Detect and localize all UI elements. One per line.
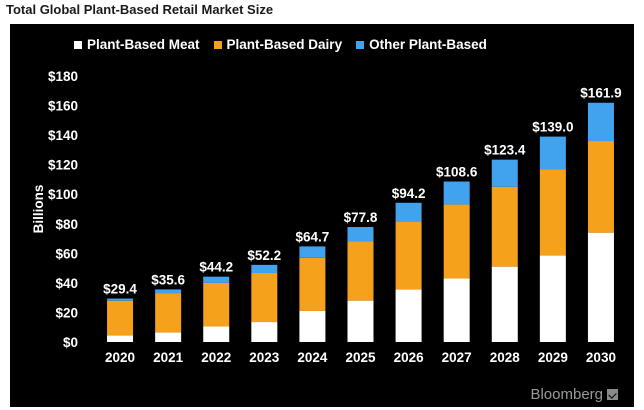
- bar-segment-meat: [347, 300, 374, 342]
- x-tick-label: 2026: [394, 350, 425, 365]
- y-tick-label: $180: [48, 69, 78, 84]
- bar-segment-other: [347, 227, 374, 242]
- chart-panel: Plant-Based Meat Plant-Based Dairy Other…: [10, 24, 634, 407]
- bar-segment-other: [587, 102, 614, 142]
- bar-total-label: $123.4: [484, 143, 526, 158]
- brand-name: Bloomberg: [530, 386, 603, 403]
- x-tick-label: 2025: [345, 350, 376, 365]
- bar-segment-dairy: [587, 141, 614, 233]
- legend-item-meat: Plant-Based Meat: [74, 37, 200, 52]
- bar-segment-other: [203, 276, 230, 283]
- bar-segment-dairy: [347, 241, 374, 301]
- bar-segment-dairy: [539, 169, 566, 256]
- y-tick-label: $120: [48, 158, 78, 173]
- bar-segment-meat: [443, 278, 470, 342]
- chart-svg: $0 $20 $40 $60 $80 $100 $120 $140 $160 $180 Billio…: [31, 69, 622, 365]
- bar-total-label: $44.2: [199, 260, 233, 275]
- bar-segment-other: [299, 246, 326, 258]
- bar-segment-meat: [155, 332, 182, 342]
- bar-total-label: $64.7: [296, 229, 330, 244]
- x-tick-label: 2024: [297, 350, 328, 365]
- bar-segment-meat: [299, 310, 326, 342]
- y-tick-label: $140: [48, 128, 78, 143]
- bar-segment-meat: [491, 266, 518, 342]
- legend-swatch-dairy: [213, 40, 222, 49]
- bar-segment-dairy: [155, 293, 182, 333]
- y-tick-label: $160: [48, 99, 78, 114]
- legend-label-dairy: Plant-Based Dairy: [226, 37, 343, 52]
- bar-segment-meat: [539, 255, 566, 342]
- x-tick-label: 2021: [153, 350, 184, 365]
- bar-segment-dairy: [251, 272, 278, 323]
- legend-label-meat: Plant-Based Meat: [87, 37, 200, 52]
- y-tick-label: $40: [55, 276, 78, 291]
- bar-segment-meat: [587, 232, 614, 342]
- x-tick-label: 2022: [201, 350, 231, 365]
- brand-watermark: Bloomberg: [530, 386, 618, 403]
- bar-segment-meat: [395, 289, 422, 342]
- bar-total-label: $77.8: [344, 210, 378, 225]
- x-tick-label: 2028: [490, 350, 521, 365]
- bar-segment-other: [251, 264, 278, 273]
- bar-segment-other: [443, 181, 470, 205]
- x-tick-label: 2023: [249, 350, 280, 365]
- brand-logo-icon: [607, 389, 618, 400]
- bar-total-label: $161.9: [580, 86, 621, 101]
- page-title: Total Global Plant-Based Retail Market S…: [6, 2, 274, 17]
- bar-total-label: $94.2: [392, 186, 426, 201]
- bar-segment-dairy: [203, 282, 230, 327]
- y-tick-label: $20: [55, 305, 78, 320]
- legend-swatch-meat: [74, 40, 82, 49]
- y-tick-label: $80: [55, 217, 78, 232]
- y-axis-label: Billions: [31, 185, 46, 234]
- y-tick-label: $0: [63, 335, 78, 350]
- x-tick-label: 2027: [442, 350, 472, 365]
- legend-swatch-other: [356, 40, 365, 49]
- x-tick-label: 2020: [105, 350, 135, 365]
- bar-segment-dairy: [443, 204, 470, 279]
- bar-segment-other: [491, 159, 518, 187]
- x-tick-label: 2030: [586, 350, 616, 365]
- bar-segment-dairy: [107, 300, 134, 336]
- bar-segment-dairy: [395, 221, 422, 290]
- bar-total-label: $108.6: [436, 165, 478, 180]
- y-tick-label: $100: [48, 187, 78, 202]
- legend-item-other: Other Plant-Based: [356, 37, 487, 52]
- legend-item-dairy: Plant-Based Dairy: [213, 37, 343, 52]
- bar-total-label: $35.6: [151, 272, 185, 287]
- bar-segment-other: [107, 298, 134, 301]
- bar-segment-dairy: [299, 257, 326, 311]
- bar-segment-dairy: [491, 186, 518, 267]
- bar-segment-meat: [251, 322, 278, 342]
- chart-legend: Plant-Based Meat Plant-Based Dairy Other…: [74, 37, 487, 52]
- bar-segment-meat: [107, 335, 134, 342]
- legend-label-other: Other Plant-Based: [369, 37, 487, 52]
- bar-segment-other: [395, 202, 422, 222]
- bar-segment-other: [539, 136, 566, 170]
- bar-total-label: $139.0: [532, 120, 573, 135]
- bar-total-label: $29.4: [103, 282, 137, 297]
- bar-total-label: $52.2: [247, 248, 281, 263]
- x-tick-label: 2029: [538, 350, 568, 365]
- bar-segment-other: [155, 289, 182, 294]
- y-tick-label: $60: [55, 246, 78, 261]
- bar-segment-meat: [203, 326, 230, 342]
